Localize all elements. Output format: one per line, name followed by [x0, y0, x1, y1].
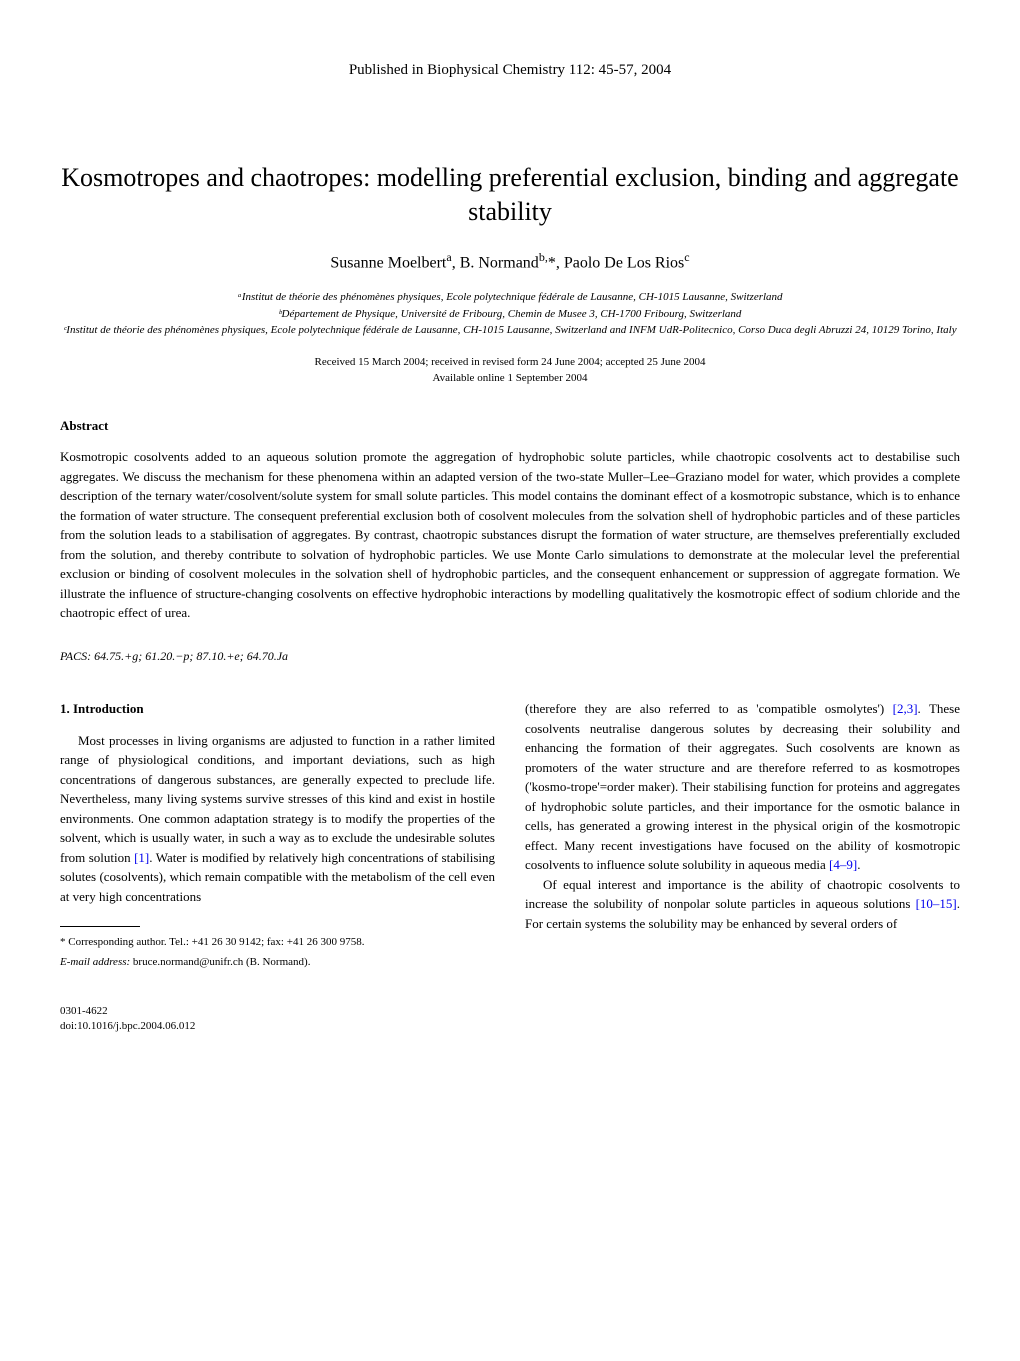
authors: Susanne Moelberta, B. Normandb,*, Paolo …	[60, 249, 960, 275]
affiliation-c: ᶜInstitut de théorie des phénomènes phys…	[60, 322, 960, 339]
left-column: 1. Introduction Most processes in living…	[60, 699, 495, 974]
body-columns: 1. Introduction Most processes in living…	[60, 699, 960, 974]
ref-4-9[interactable]: [4–9]	[829, 857, 857, 872]
article-dates: Received 15 March 2004; received in revi…	[60, 354, 960, 387]
ref-1[interactable]: [1]	[134, 850, 149, 865]
doi: doi:10.1016/j.bpc.2004.06.012	[60, 1019, 960, 1034]
pacs-codes: 64.75.+g; 61.20.−p; 87.10.+e; 64.70.Ja	[94, 649, 288, 663]
right-column: (therefore they are also referred to as …	[525, 699, 960, 974]
received-date: Received 15 March 2004; received in revi…	[60, 354, 960, 371]
intro-paragraph-2: Of equal interest and importance is the …	[525, 875, 960, 934]
col2-text-2: . These cosolvents neutralise dangerous …	[525, 701, 960, 872]
col2-p2-text-1: Of equal interest and importance is the …	[525, 877, 960, 912]
page-footer: 0301-4622 doi:10.1016/j.bpc.2004.06.012	[60, 1004, 960, 1035]
footnote-separator	[60, 926, 140, 927]
corresponding-author-footnote: * Corresponding author. Tel.: +41 26 30 …	[60, 935, 495, 950]
affiliation-b: ᵇDépartement de Physique, Université de …	[60, 306, 960, 323]
publication-header: Published in Biophysical Chemistry 112: …	[60, 60, 960, 81]
email-footnote: E-mail address: bruce.normand@unifr.ch (…	[60, 955, 495, 970]
ref-2-3[interactable]: [2,3]	[893, 701, 918, 716]
article-title: Kosmotropes and chaotropes: modelling pr…	[60, 161, 960, 229]
ref-10-15[interactable]: [10–15]	[916, 896, 957, 911]
abstract-text: Kosmotropic cosolvents added to an aqueo…	[60, 447, 960, 623]
intro-paragraph-1-cont: (therefore they are also referred to as …	[525, 699, 960, 875]
affiliations: ᵃInstitut de théorie des phénomènes phys…	[60, 289, 960, 339]
intro-paragraph-1: Most processes in living organisms are a…	[60, 731, 495, 907]
online-date: Available online 1 September 2004	[60, 370, 960, 387]
issn: 0301-4622	[60, 1004, 960, 1019]
intro-text-1: Most processes in living organisms are a…	[60, 733, 495, 865]
email-address: bruce.normand@unifr.ch (B. Normand).	[133, 956, 311, 968]
pacs-label: PACS:	[60, 649, 91, 663]
email-label: E-mail address:	[60, 956, 130, 968]
col2-text-1: (therefore they are also referred to as …	[525, 701, 893, 716]
col2-text-3: .	[857, 857, 860, 872]
abstract-heading: Abstract	[60, 417, 960, 435]
affiliation-a: ᵃInstitut de théorie des phénomènes phys…	[60, 289, 960, 306]
section-heading: 1. Introduction	[60, 699, 495, 719]
pacs-line: PACS: 64.75.+g; 61.20.−p; 87.10.+e; 64.7…	[60, 648, 960, 665]
